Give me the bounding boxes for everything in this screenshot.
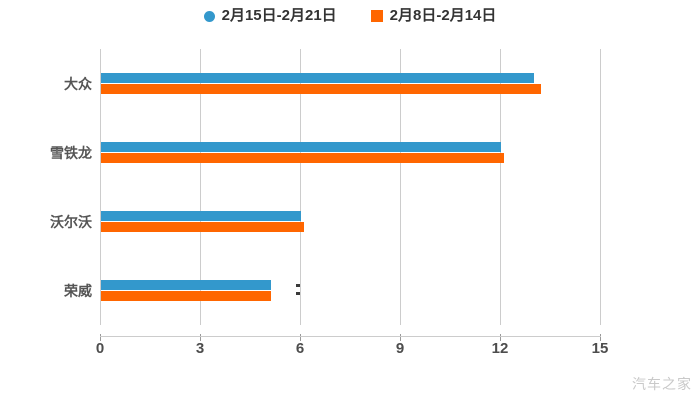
x-axis-tick xyxy=(500,334,501,341)
x-axis-tick-label: 6 xyxy=(295,340,305,357)
gridline xyxy=(100,49,101,325)
gridline xyxy=(300,49,301,325)
bar xyxy=(101,211,301,221)
legend-circle-marker-icon xyxy=(203,10,215,22)
x-axis-tick-label: 9 xyxy=(395,340,405,357)
legend-item-week1[interactable]: 2月8日-2月14日 xyxy=(370,6,497,26)
gridline xyxy=(600,49,601,325)
legend-item-week2[interactable]: 2月15日-2月21日 xyxy=(203,6,337,26)
watermark-autohome: 汽车之家 xyxy=(632,376,692,392)
y-axis-category-label: 大众 xyxy=(64,75,92,92)
legend-label: 2月15日-2月21日 xyxy=(221,7,337,24)
x-axis-line xyxy=(100,336,601,337)
x-axis-tick-label: 12 xyxy=(491,340,509,357)
legend-label: 2月8日-2月14日 xyxy=(389,7,497,24)
x-axis-tick xyxy=(100,334,101,341)
x-axis-tick xyxy=(200,334,201,341)
bar xyxy=(101,280,271,290)
bar xyxy=(101,222,305,232)
legend-square-marker-icon xyxy=(370,10,383,22)
bar xyxy=(101,153,505,163)
x-axis-tick-label: 3 xyxy=(195,340,205,357)
gridline-artifact-dash xyxy=(296,284,300,287)
x-axis-tick xyxy=(600,334,601,341)
y-axis-category-label: 荣威 xyxy=(64,282,92,299)
bar xyxy=(101,84,541,94)
bar xyxy=(101,73,535,83)
bar xyxy=(101,142,501,152)
y-axis-category-label: 沃尔沃 xyxy=(50,213,92,230)
gridline xyxy=(500,49,501,325)
bar xyxy=(101,291,271,301)
gridline xyxy=(200,49,201,325)
x-axis-tick-label: 15 xyxy=(591,340,609,357)
x-axis-tick-label: 0 xyxy=(95,340,105,357)
y-axis-category-label: 雪铁龙 xyxy=(50,144,92,161)
gridline-artifact-dash xyxy=(296,292,300,295)
x-axis-tick xyxy=(300,334,301,341)
gridline xyxy=(400,49,401,325)
x-axis-tick xyxy=(400,334,401,341)
chart-legend: 2月15日-2月21日 2月8日-2月14日 xyxy=(0,4,700,28)
